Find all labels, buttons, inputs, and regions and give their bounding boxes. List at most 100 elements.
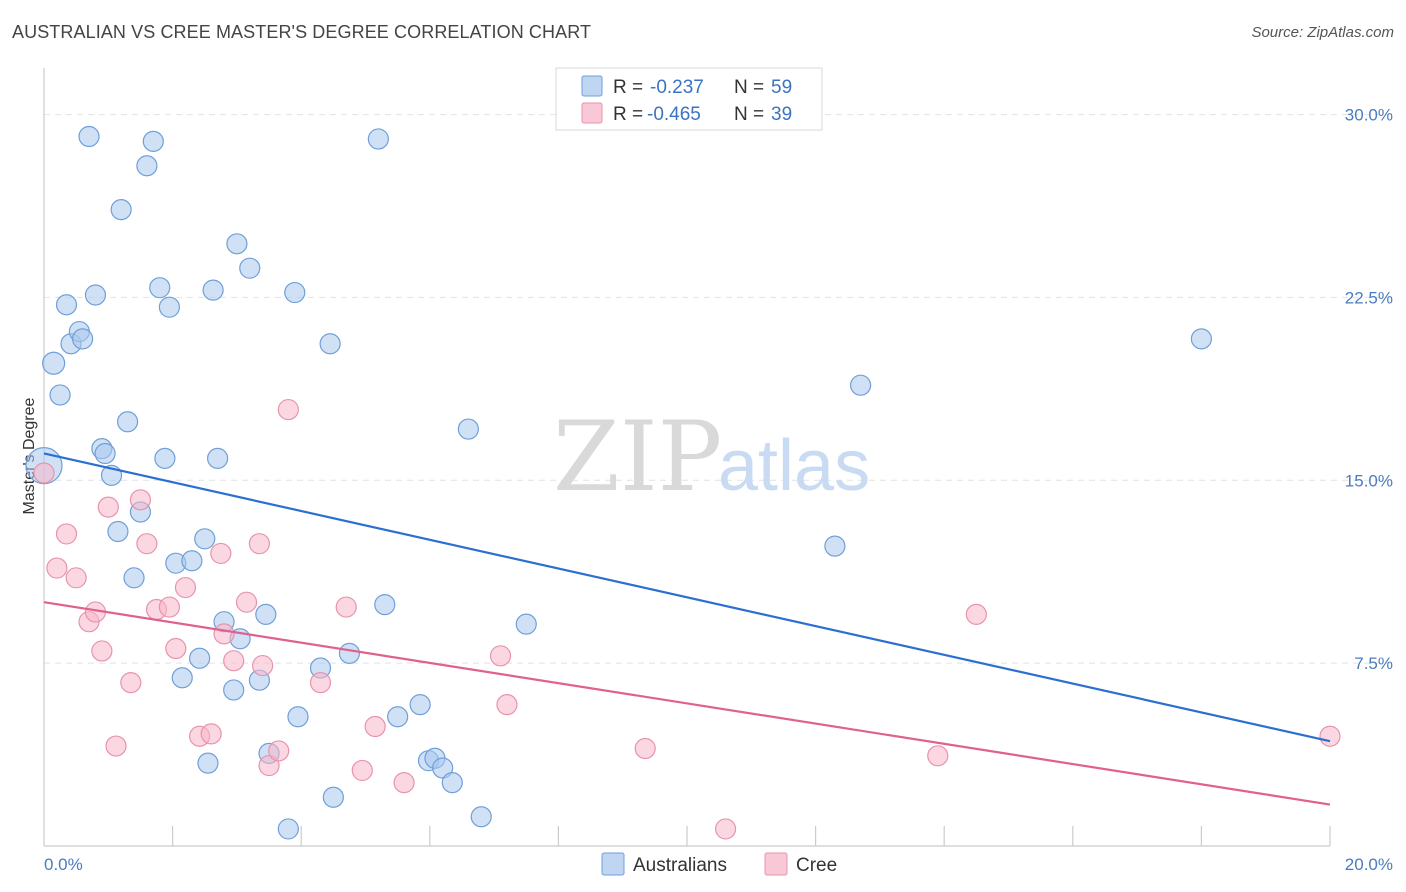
cree-point [174, 576, 197, 599]
australians-point [239, 257, 261, 279]
cree-point [965, 603, 987, 625]
stats-legend-n-value: 59 [771, 77, 792, 98]
watermark-atlas: atlas [718, 426, 870, 506]
australians-point [226, 233, 248, 255]
australians-point [432, 757, 454, 779]
australians-point [154, 447, 176, 469]
legend-label-cree: Cree [796, 855, 837, 876]
cree-point [158, 596, 180, 618]
cree-point [351, 759, 373, 782]
cree-point [364, 715, 386, 738]
cree-point [489, 645, 512, 667]
chart-title: AUSTRALIAN VS CREE MASTER'S DEGREE CORRE… [12, 22, 592, 42]
cree-point [235, 591, 258, 613]
australians-point [110, 199, 132, 221]
australians-point [319, 333, 341, 355]
cree-point [46, 557, 68, 579]
y-tick-label: 22.5% [1345, 288, 1393, 307]
stats-legend: R = -0.237 N = 59 R = -0.465 N = 39 [555, 67, 823, 131]
watermark-zip: ZIP [553, 401, 722, 513]
y-tick-label: 7.5% [1354, 654, 1393, 673]
australians-point [409, 693, 431, 716]
series-legend: Australians Cree [601, 852, 837, 876]
australians-point [515, 613, 537, 635]
australians-point [387, 706, 409, 728]
australians-point [207, 447, 229, 469]
cree-point [136, 533, 158, 555]
cree-point [55, 523, 78, 545]
trend-lines [43, 452, 1331, 806]
australians-point [158, 296, 180, 318]
stats-legend-n-value: 39 [771, 104, 792, 125]
australians-point [374, 594, 396, 616]
y-tick-labels: 7.5% 15.0% 22.5% 30.0% [1345, 106, 1393, 674]
cree-point [927, 745, 949, 767]
australians-point [284, 281, 306, 304]
australians-point [850, 374, 872, 396]
cree-point [335, 596, 357, 618]
gridlines [44, 114, 1395, 664]
australians-point [149, 277, 171, 299]
stats-legend-swatch-australians [581, 75, 603, 97]
cree-point [248, 533, 271, 555]
australians-point [322, 786, 344, 808]
cree-point [1319, 725, 1341, 747]
cree-point [129, 489, 152, 511]
australians-point [223, 679, 245, 701]
cree-point [33, 462, 55, 484]
australians-point [255, 603, 277, 625]
cree-point [258, 754, 280, 777]
cree-point [252, 654, 274, 677]
australians-point [84, 284, 107, 306]
australians-point [287, 706, 309, 728]
legend-swatch-cree [764, 852, 788, 876]
cree-point [277, 398, 299, 421]
australians-point [277, 818, 299, 840]
australians-point [171, 667, 193, 689]
australians-point [1190, 328, 1213, 350]
stats-legend-n-label: N = [734, 77, 764, 98]
australians-trend-line [43, 452, 1331, 743]
australians-point [49, 384, 71, 406]
australians-point [194, 528, 216, 550]
australians-point [824, 535, 846, 557]
cree-point [97, 496, 119, 518]
australians-point [470, 806, 492, 828]
cree-point [65, 567, 87, 589]
australians-point [71, 328, 94, 350]
australians-point [116, 411, 139, 433]
australians-point [202, 279, 224, 301]
stats-legend-r-label: R = [613, 104, 643, 125]
cree-point [268, 740, 290, 762]
australians-point [107, 520, 129, 543]
legend-swatch-australians [601, 852, 625, 876]
stats-legend-r-value: -0.237 [650, 77, 704, 98]
australians-point [338, 642, 361, 664]
australians-point [457, 418, 479, 440]
cree-point [393, 772, 415, 794]
chart-source: Source: ZipAtlas.com [1251, 24, 1394, 41]
legend-label-australians: Australians [633, 855, 727, 876]
cree-point [200, 723, 222, 745]
cree-trend-line [43, 601, 1331, 806]
cree-point [120, 672, 142, 694]
stats-legend-swatch-cree [581, 102, 603, 124]
stats-legend-r-value: -0.465 [647, 104, 701, 125]
x-tick-label: 20.0% [1345, 855, 1393, 874]
australians-point [42, 351, 66, 375]
australians-point [123, 567, 145, 589]
australians-point [367, 128, 389, 150]
cree-point [210, 542, 232, 565]
australians-point [78, 125, 100, 148]
x-tick-labels: 0.0% 20.0% [44, 855, 1393, 874]
cree-point [634, 737, 656, 760]
australians-point [181, 550, 203, 572]
australians-point [94, 442, 116, 465]
australians-point [55, 294, 78, 316]
australians-point [197, 752, 219, 774]
australians-point [142, 130, 164, 152]
australians-point [136, 155, 158, 177]
cree-points [33, 398, 1341, 840]
stats-legend-n-label: N = [734, 104, 764, 125]
